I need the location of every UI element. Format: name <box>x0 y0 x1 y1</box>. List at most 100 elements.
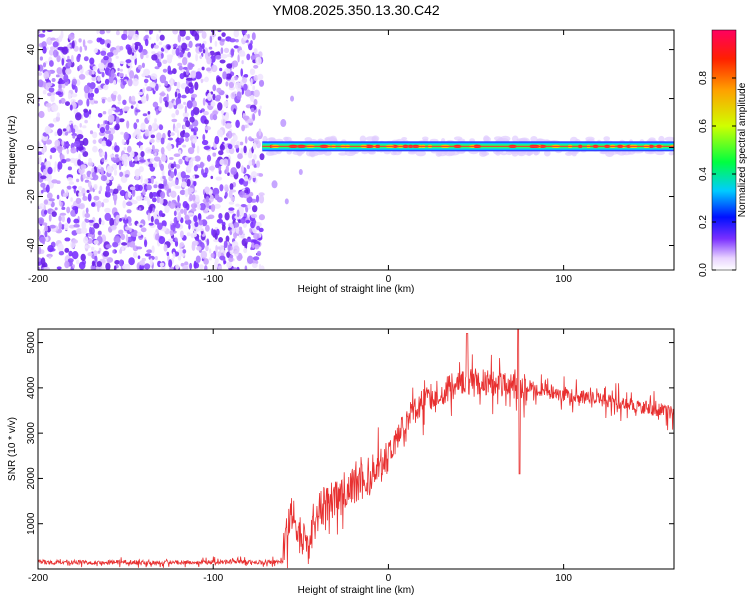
noise-speckle <box>54 139 61 148</box>
noise-speckle <box>126 120 130 129</box>
noise-speckle <box>113 169 118 176</box>
noise-speckle <box>150 215 154 223</box>
noise-speckle <box>227 143 233 150</box>
noise-speckle <box>77 54 80 60</box>
noise-speckle <box>170 171 175 179</box>
noise-speckle <box>244 136 248 144</box>
noise-speckle <box>255 194 260 203</box>
noise-speckle <box>175 47 180 57</box>
noise-speckle <box>107 108 113 116</box>
noise-speckle <box>233 30 240 38</box>
noise-speckle <box>184 105 188 114</box>
noise-speckle <box>98 230 102 235</box>
noise-speckle <box>137 255 141 260</box>
noise-speckle <box>209 35 213 44</box>
noise-speckle <box>81 221 87 230</box>
noise-speckle <box>97 75 101 82</box>
noise-speckle <box>148 163 155 168</box>
noise-speckle <box>76 79 81 86</box>
noise-speckle <box>256 160 261 168</box>
noise-speckle <box>130 100 137 105</box>
noise-speckle <box>174 222 181 229</box>
noise-speckle <box>143 263 151 270</box>
noise-speckle <box>181 94 187 99</box>
noise-speckle <box>250 107 255 113</box>
noise-speckle <box>192 107 200 115</box>
noise-speckle <box>88 109 92 115</box>
noise-speckle <box>144 178 149 184</box>
noise-speckle <box>219 144 225 151</box>
noise-speckle <box>105 124 110 131</box>
noise-speckle <box>181 253 185 257</box>
spectrogram-frame <box>37 29 675 271</box>
noise-speckle <box>223 260 227 264</box>
noise-speckle <box>50 94 55 103</box>
signal-halo <box>338 152 347 156</box>
noise-speckle <box>240 68 243 77</box>
noise-speckle <box>40 182 46 188</box>
noise-speckle <box>102 111 107 115</box>
noise-speckle <box>61 58 65 66</box>
noise-speckle <box>119 60 125 65</box>
noise-speckle <box>84 119 88 124</box>
noise-speckle <box>205 244 209 252</box>
noise-speckle <box>120 131 124 135</box>
noise-speckle <box>146 184 152 191</box>
noise-speckle <box>229 189 237 193</box>
transition-blob <box>271 180 278 189</box>
noise-speckle <box>97 204 100 213</box>
signal-halo <box>268 137 276 141</box>
y-tick-label: 40 <box>26 44 37 56</box>
noise-speckle <box>201 66 205 71</box>
noise-speckle <box>121 242 128 246</box>
noise-speckle <box>214 163 220 169</box>
noise-speckle <box>61 206 66 210</box>
x-tick-label: 0 <box>386 274 392 285</box>
noise-speckle <box>233 108 237 115</box>
noise-speckle <box>185 69 190 76</box>
noise-speckle <box>117 101 122 105</box>
noise-speckle <box>80 205 83 210</box>
noise-speckle <box>65 158 71 162</box>
noise-speckle <box>67 185 72 190</box>
noise-speckle <box>51 211 57 218</box>
noise-speckle <box>166 93 169 103</box>
noise-speckle <box>38 151 43 155</box>
noise-speckle <box>93 195 100 201</box>
noise-speckle <box>103 84 109 91</box>
noise-speckle <box>97 165 102 169</box>
noise-speckle <box>57 46 65 51</box>
noise-speckle <box>219 255 226 261</box>
noise-speckle <box>197 68 201 73</box>
noise-speckle <box>238 226 243 231</box>
noise-speckle <box>94 87 99 94</box>
noise-speckle <box>258 192 265 197</box>
noise-speckle <box>92 131 98 139</box>
noise-speckle <box>59 212 67 216</box>
spectrogram-x-label: Height of straight line (km) <box>298 284 415 295</box>
noise-speckle <box>257 73 264 81</box>
noise-speckle <box>256 250 262 257</box>
noise-speckle <box>154 218 160 225</box>
signal-halo <box>668 151 674 156</box>
noise-speckle <box>226 130 233 139</box>
noise-speckle <box>172 251 176 259</box>
noise-speckle <box>252 256 260 261</box>
noise-speckle <box>121 139 125 145</box>
noise-speckle <box>230 92 236 100</box>
noise-speckle <box>82 173 86 180</box>
noise-speckle <box>199 227 204 232</box>
noise-speckle <box>43 209 48 215</box>
noise-speckle <box>147 212 151 221</box>
noise-speckle <box>212 187 220 196</box>
noise-speckle <box>159 262 165 267</box>
noise-speckle <box>70 147 77 154</box>
noise-speckle <box>183 101 187 105</box>
noise-speckle <box>248 136 252 141</box>
noise-speckle <box>205 224 210 232</box>
noise-speckle <box>66 44 71 48</box>
noise-speckle <box>160 154 167 162</box>
noise-speckle <box>113 157 120 163</box>
noise-speckle <box>66 148 70 155</box>
noise-speckle <box>178 211 182 221</box>
